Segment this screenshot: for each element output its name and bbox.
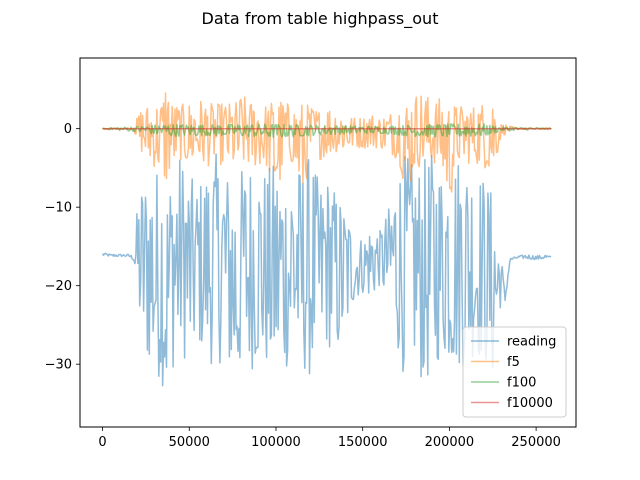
x-axis: 0 50000 100000 150000 200000 250000 — [98, 427, 561, 450]
y-axis: 0 −10 −20 −30 — [45, 122, 80, 373]
legend-label-f5: f5 — [507, 355, 520, 370]
x-tick-label: 200000 — [425, 435, 475, 450]
series-layer — [101, 92, 552, 387]
chart-title: Data from table highpass_out — [202, 9, 439, 29]
series-line-reading — [101, 153, 552, 387]
x-tick-label: 50000 — [169, 435, 210, 450]
legend-box — [462, 326, 567, 418]
y-tick-label: −10 — [45, 201, 72, 216]
x-tick-label: 0 — [98, 435, 106, 450]
x-tick-label: 250000 — [511, 435, 561, 450]
x-tick-label: 150000 — [338, 435, 388, 450]
legend-label-reading: reading — [507, 335, 556, 350]
plot-area-frame — [79, 57, 577, 428]
x-tick-label: 100000 — [251, 435, 301, 450]
series-line-f5 — [102, 92, 552, 193]
legend: reading f5 f100 f10000 — [462, 326, 567, 418]
legend-label-f10000: f10000 — [507, 396, 553, 411]
y-tick-label: −20 — [45, 279, 72, 294]
y-tick-label: −30 — [45, 358, 72, 373]
legend-label-f100: f100 — [507, 376, 536, 391]
series-line-f100 — [102, 123, 552, 138]
y-tick-label: 0 — [64, 122, 72, 137]
